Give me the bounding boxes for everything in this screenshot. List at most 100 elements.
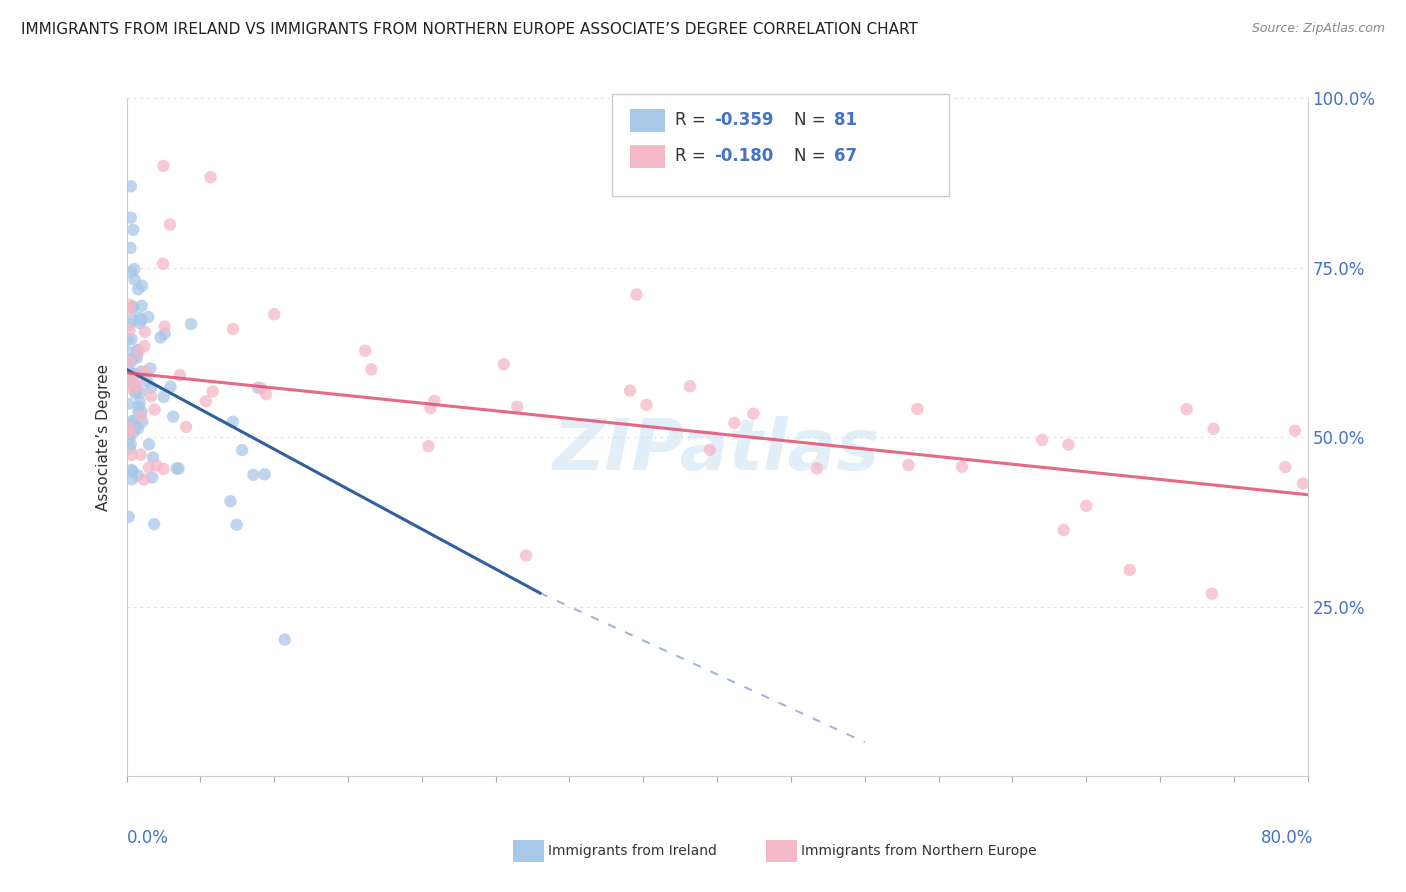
Point: [152, 257, 174, 271]
Text: IMMIGRANTS FROM IRELAND VS IMMIGRANTS FROM NORTHERN EUROPE ASSOCIATE’S DEGREE CO: IMMIGRANTS FROM IRELAND VS IMMIGRANTS FR…: [21, 22, 918, 37]
Point: [122, 415, 145, 429]
Point: [118, 376, 141, 391]
Point: [120, 366, 142, 380]
Point: [121, 381, 143, 395]
Point: [162, 409, 184, 424]
Text: R =: R =: [675, 147, 711, 165]
Point: [121, 463, 143, 477]
Point: [153, 326, 176, 341]
Point: [225, 517, 247, 532]
Point: [274, 632, 297, 647]
Text: Source: ZipAtlas.com: Source: ZipAtlas.com: [1251, 22, 1385, 36]
Point: [129, 409, 152, 423]
Text: ZIPatlas: ZIPatlas: [554, 417, 880, 485]
Point: [169, 368, 191, 383]
Point: [131, 312, 153, 326]
Point: [131, 405, 153, 419]
Point: [1284, 424, 1306, 438]
Point: [1202, 422, 1225, 436]
Point: [121, 332, 143, 346]
Point: [122, 300, 145, 314]
Point: [146, 458, 169, 473]
Point: [139, 389, 162, 403]
Text: Immigrants from Ireland: Immigrants from Ireland: [548, 844, 717, 858]
Point: [723, 416, 745, 430]
Point: [699, 442, 721, 457]
Point: [128, 310, 150, 325]
Point: [129, 316, 152, 330]
Point: [117, 333, 139, 347]
Point: [1175, 402, 1198, 417]
Point: [118, 323, 141, 337]
Point: [120, 211, 142, 225]
Point: [1076, 499, 1098, 513]
Point: [135, 364, 157, 378]
Text: 0.0%: 0.0%: [127, 829, 169, 847]
Point: [118, 421, 141, 435]
Point: [231, 443, 253, 458]
Point: [626, 287, 648, 301]
Point: [127, 282, 149, 296]
Point: [121, 448, 143, 462]
Point: [121, 421, 143, 435]
Point: [124, 378, 146, 392]
Point: [1118, 563, 1140, 577]
Point: [242, 467, 264, 482]
Point: [619, 384, 641, 398]
Point: [122, 425, 145, 440]
Point: [142, 450, 165, 465]
Point: [194, 394, 217, 409]
Point: [118, 301, 141, 316]
Point: [128, 395, 150, 409]
Text: N =: N =: [794, 112, 831, 129]
Point: [117, 397, 139, 411]
Point: [139, 381, 162, 395]
Point: [128, 344, 150, 359]
Point: [121, 465, 143, 479]
Point: [131, 278, 153, 293]
Point: [118, 368, 141, 383]
Point: [167, 461, 190, 475]
Point: [418, 439, 440, 453]
Text: 81: 81: [834, 112, 856, 129]
Y-axis label: Associate’s Degree: Associate’s Degree: [96, 364, 111, 510]
Point: [222, 415, 245, 429]
Point: [127, 370, 149, 384]
Point: [492, 357, 515, 371]
Point: [120, 355, 142, 369]
Point: [120, 437, 142, 451]
Point: [124, 367, 146, 381]
Point: [141, 470, 163, 484]
Point: [118, 509, 141, 524]
Point: [149, 330, 172, 344]
Point: [806, 461, 828, 475]
Point: [134, 325, 156, 339]
Point: [117, 344, 139, 359]
Point: [250, 381, 273, 395]
Point: [121, 472, 143, 486]
Point: [138, 310, 160, 324]
Point: [125, 351, 148, 365]
Point: [152, 159, 174, 173]
Point: [246, 381, 269, 395]
Point: [124, 386, 146, 401]
Point: [219, 494, 242, 508]
Point: [139, 361, 162, 376]
Point: [1292, 476, 1315, 491]
Point: [950, 459, 973, 474]
Point: [166, 461, 188, 475]
Point: [118, 425, 141, 439]
Point: [636, 398, 658, 412]
Point: [118, 318, 141, 332]
Point: [419, 401, 441, 416]
Point: [124, 262, 146, 277]
Point: [132, 473, 155, 487]
Point: [354, 343, 377, 358]
Point: [127, 343, 149, 358]
Point: [360, 362, 382, 376]
Text: 80.0%: 80.0%: [1261, 829, 1313, 847]
Point: [118, 298, 141, 312]
Point: [138, 437, 160, 451]
Point: [127, 468, 149, 483]
Point: [152, 390, 174, 404]
